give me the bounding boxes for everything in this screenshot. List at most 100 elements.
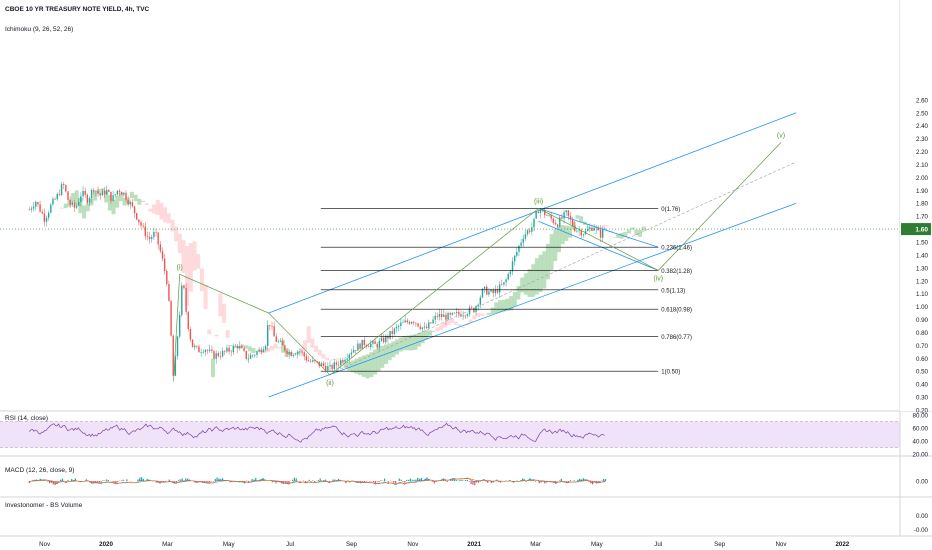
candle-body (451, 312, 454, 315)
cloud-segment (310, 338, 315, 348)
macd-histogram-bar (476, 481, 478, 483)
candle-body (103, 190, 106, 195)
candle-body (550, 215, 552, 219)
candle-body (181, 285, 183, 316)
candle-body (303, 352, 305, 357)
candle-body (168, 283, 170, 301)
macd-histogram-bar (71, 478, 73, 481)
candle-body (498, 284, 501, 293)
macd-histogram-bar (446, 481, 448, 483)
macd-histogram-bar (48, 481, 51, 484)
cloud-segment (306, 326, 311, 343)
candle-body (282, 341, 284, 346)
cloud-segment (483, 314, 488, 316)
cloud-segment (244, 345, 249, 349)
cloud-segment (280, 339, 285, 353)
macd-histogram-bar (295, 478, 297, 481)
candle-body (125, 192, 127, 200)
cloud-segment (557, 227, 561, 253)
cloud-segment (185, 245, 190, 307)
candle-body (589, 227, 591, 230)
candle-body (123, 192, 125, 195)
cloud-segment (638, 230, 642, 237)
cloud-segment (568, 226, 573, 238)
candle-body (301, 351, 303, 353)
macd-histogram-bar (420, 477, 423, 481)
price-tick-label: 2.30 (916, 136, 929, 143)
candle-body (440, 313, 443, 317)
price-tick-label: 1.50 (916, 240, 929, 247)
candle-body (249, 355, 252, 359)
macd-histogram-bar (47, 481, 49, 482)
macd-histogram-bar (374, 481, 376, 484)
candle-body (151, 237, 153, 240)
macd-histogram-bar (356, 481, 358, 483)
candle-body (421, 327, 424, 329)
cloud-segment (336, 358, 341, 360)
macd-histogram-bar (310, 481, 312, 482)
price-tick-label: 1.30 (916, 265, 929, 272)
candle-body (176, 336, 179, 357)
cloud-segment (199, 268, 204, 292)
candle-body (86, 194, 89, 203)
time-tick-label: Mar (530, 541, 541, 548)
cloud-segment (96, 189, 101, 194)
macd-histogram-bar (573, 480, 575, 481)
cloud-segment (148, 208, 153, 212)
candle-body (161, 251, 164, 259)
macd-histogram-bar (569, 480, 572, 481)
macd-histogram-bar (181, 478, 183, 481)
candle-body (58, 194, 61, 195)
cloud-segment (155, 199, 160, 215)
macd-histogram-bar (560, 478, 562, 481)
candle-body (131, 202, 134, 207)
macd-histogram-bar (275, 481, 277, 484)
candle-body (110, 191, 112, 201)
volume-label: Investonomer - BS Volume (5, 502, 83, 509)
candle-body (533, 218, 535, 228)
macd-histogram-bar (177, 480, 180, 481)
macd-histogram-bar (271, 481, 273, 483)
candle-body (80, 196, 82, 202)
cloud-segment (428, 330, 433, 336)
macd-histogram-bar (538, 481, 540, 484)
cloud-segment (269, 345, 274, 351)
macd-histogram-bar (479, 481, 481, 482)
time-tick-label: May (591, 541, 604, 548)
macd-histogram-bar (470, 481, 472, 484)
candle-body (320, 363, 323, 366)
candle-body (595, 227, 597, 229)
candle-body (286, 350, 288, 354)
triangle-upper (538, 208, 659, 248)
macd-histogram-bar (542, 481, 544, 482)
candle-body (458, 312, 460, 315)
cloud-segment (626, 229, 631, 234)
candle-body (37, 201, 39, 205)
cloud-segment (273, 344, 278, 349)
cloud-segment (553, 229, 558, 262)
cloud-segment (520, 277, 525, 293)
candle-body (133, 206, 136, 214)
cloud-segment (512, 291, 517, 307)
macd-histogram-bar (490, 481, 492, 484)
ichimoku-cloud (60, 188, 646, 379)
candle-body (357, 343, 359, 351)
candle-body (47, 212, 50, 218)
macd-histogram-bar (566, 481, 568, 483)
cloud-segment (210, 358, 215, 378)
candle-body (56, 194, 58, 200)
macd-histogram-bar (72, 480, 75, 481)
candle-body (170, 300, 172, 336)
cloud-segment (82, 205, 87, 219)
macd-histogram-bar (372, 481, 375, 483)
candle-body (178, 315, 181, 337)
macd-histogram-bar (141, 477, 143, 481)
candle-body (567, 210, 570, 216)
macd-histogram-bar (326, 481, 329, 482)
candle-body (118, 190, 121, 193)
macd-histogram-bar (487, 481, 489, 483)
candle-body (191, 339, 194, 348)
candle-body (395, 326, 398, 329)
macd-histogram-bar (168, 479, 170, 481)
